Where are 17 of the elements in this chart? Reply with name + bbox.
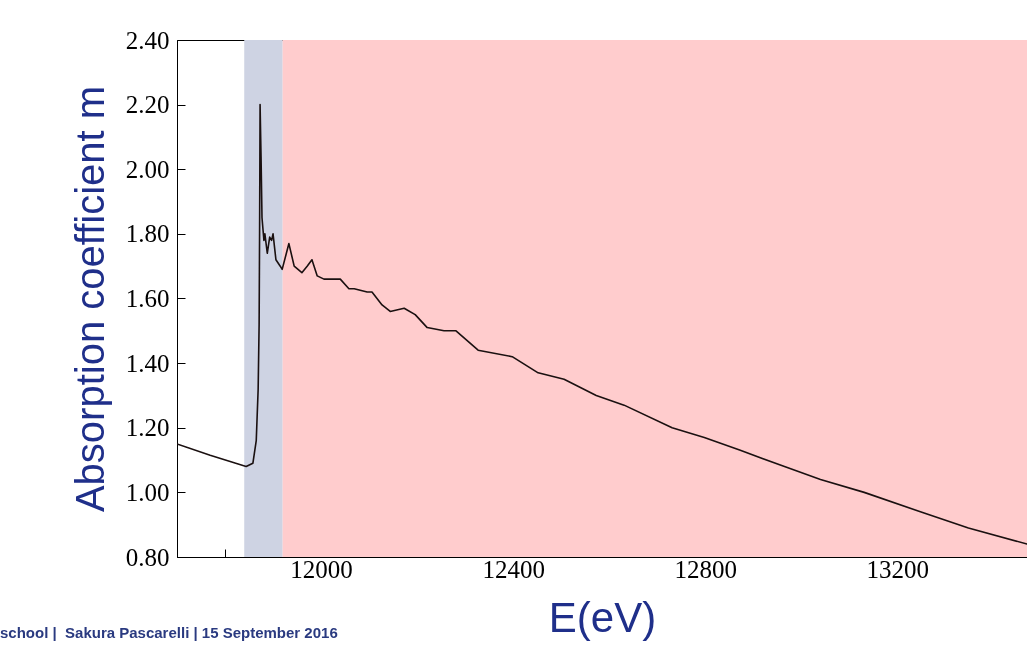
y-tick-label: 0.80 [125,543,170,571]
y-tick-label: 2.00 [125,155,170,183]
x-tick-label: 12000 [290,555,353,583]
y-tick-label: 1.60 [125,285,170,312]
text: school | Sakura Pascarelli | 15 September 2016 [0,624,338,641]
y-tick-label: 2.20 [125,91,170,119]
line-series [177,103,1027,545]
x-tick-label: 12800 [674,555,737,583]
y-tick-label: 2.40 [125,26,170,54]
x-tick-label: 12400 [482,555,545,583]
x-tick-label: 13200 [866,555,930,583]
y-axis-title: Absorption coefficient m [67,85,112,513]
y-tick-label: 1.40 [125,349,170,377]
x-axis-title: E(eV) [548,593,657,641]
y-tick-label: 1.20 [125,414,170,442]
y-tick-label: 1.80 [125,220,170,248]
y-tick-label: 1.00 [125,478,170,506]
